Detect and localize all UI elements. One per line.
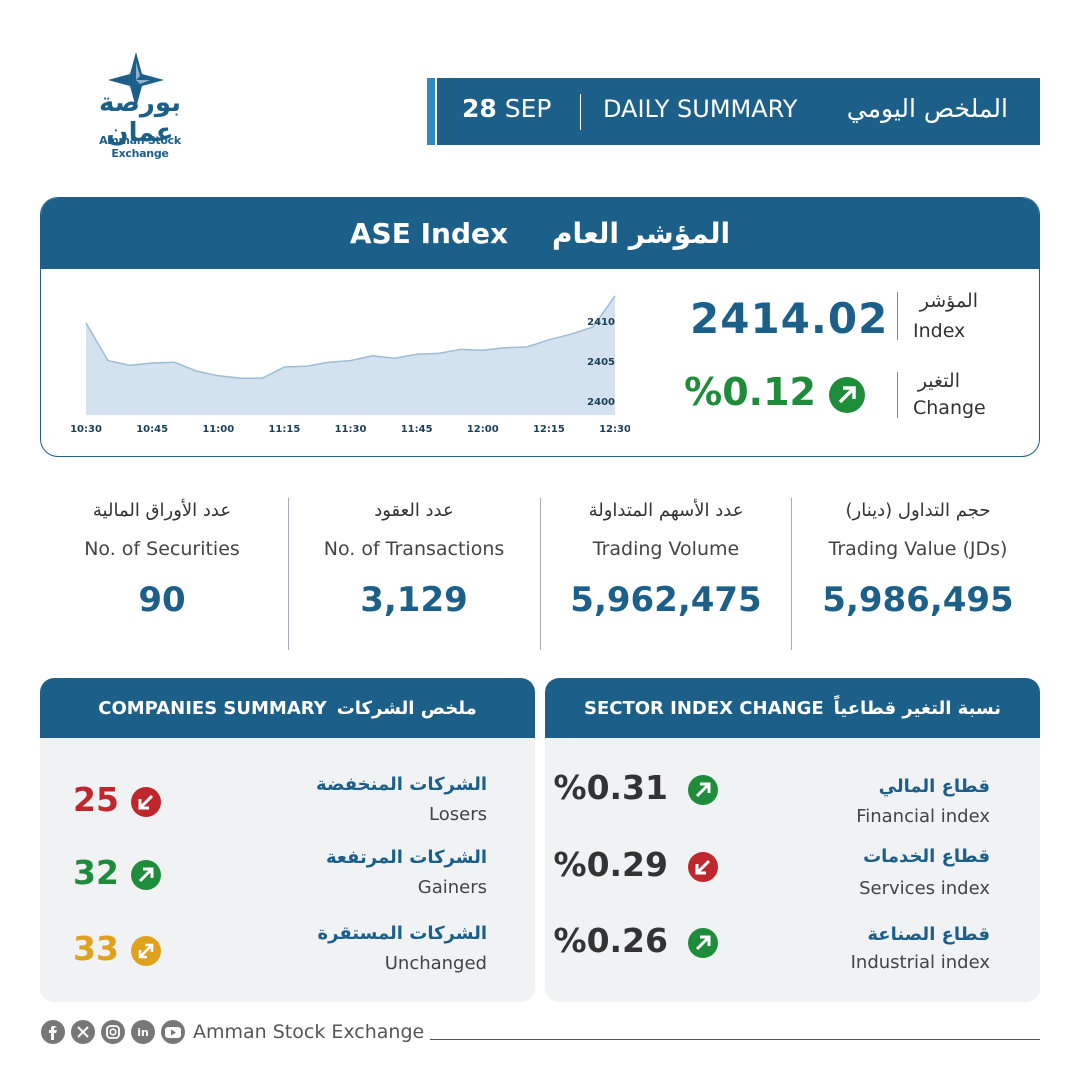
row-value: %0.26	[553, 921, 669, 960]
header-date: 28 SEP	[462, 94, 552, 123]
x-tick-label: 12:15	[533, 424, 565, 435]
header-title-ar: الملخص اليومي	[846, 94, 1008, 123]
divider	[897, 292, 898, 340]
stat-label-ar: عدد الأوراق المالية	[92, 500, 232, 521]
header-bar	[437, 78, 1040, 145]
row-label-ar: قطاع الصناعة	[867, 924, 990, 945]
divider	[540, 498, 541, 650]
row-value: %0.29	[553, 845, 669, 884]
row-value: 25	[73, 780, 119, 819]
stat-value: 3,129	[360, 580, 468, 620]
up-icon	[829, 377, 865, 413]
down-icon	[131, 787, 161, 817]
divider	[897, 372, 898, 418]
change-label-ar: التغير	[917, 370, 960, 392]
companies-card: COMPANIES SUMMARY ملخص الشركات الشركات ا…	[40, 678, 535, 1002]
row-label-en: Industrial index	[850, 952, 990, 973]
header-accent	[427, 78, 435, 145]
footer-line	[430, 1039, 1040, 1040]
stat-label-en: No. of Transactions	[323, 538, 505, 560]
row-label-ar: قطاع المالي	[878, 776, 990, 797]
stat-value: 90	[138, 580, 186, 620]
stat-value: 5,986,495	[822, 580, 1014, 620]
stat-label-en: No. of Securities	[84, 538, 240, 560]
index-title-en: ASE Index	[349, 217, 509, 250]
companies-title-ar: ملخص الشركات	[336, 697, 477, 719]
companies-title-en: COMPANIES SUMMARY	[98, 697, 327, 719]
index-label-en: Index	[913, 320, 966, 342]
stat-label-ar: عدد الأسهم المتداولة	[588, 500, 744, 521]
stat: حجم التداول (دينار) Trading Value (JDs) …	[793, 500, 1043, 620]
row-label-ar: الشركات المنخفضة	[316, 774, 487, 795]
x-tick-label: 10:45	[136, 424, 168, 435]
row-label-ar: الشركات المستقرة	[317, 923, 487, 944]
index-value: 2414.02	[690, 294, 889, 343]
row-label-en: Services index	[859, 878, 990, 899]
stat-value: 5,962,475	[570, 580, 762, 620]
y-tick-label: 2410	[587, 317, 615, 328]
row-label-ar: الشركات المرتفعة	[325, 847, 487, 868]
change-label-en: Change	[913, 397, 986, 419]
header-title-en: DAILY SUMMARY	[603, 95, 798, 123]
x-tick-label: 12:00	[467, 424, 499, 435]
svg-text:in: in	[137, 1026, 149, 1039]
index-card-header: ASE Index المؤشر العام	[41, 198, 1039, 269]
row-label-en: Unchanged	[384, 953, 487, 974]
stat: عدد الأوراق المالية No. of Securities 90	[37, 500, 287, 620]
change-value: %0.12	[684, 370, 816, 414]
header-divider	[580, 94, 581, 130]
index-chart: 2400 2405 2410 10:30 10:45 11:00 11:15 11:30 11:…	[70, 295, 630, 435]
date-month: SEP	[504, 94, 552, 123]
up-icon	[688, 775, 718, 805]
line	[85, 295, 616, 379]
divider	[791, 498, 792, 650]
row-value: 32	[73, 853, 119, 892]
index-label-ar: المؤشر	[919, 290, 978, 312]
x-tick-label: 11:00	[202, 424, 234, 435]
stat-label-ar: عدد العقود	[374, 500, 454, 521]
x-tick-label: 10:30	[70, 424, 102, 435]
sector-title-en: SECTOR INDEX CHANGE	[583, 697, 824, 719]
sector-card: SECTOR INDEX CHANGE نسبة التغير قطاعياً …	[545, 678, 1040, 1002]
index-title-ar: المؤشر العام	[552, 217, 731, 250]
divider	[288, 498, 289, 650]
up-icon	[688, 928, 718, 958]
stat-label-ar: حجم التداول (دينار)	[845, 500, 991, 521]
up-icon	[131, 860, 161, 890]
x-tick-label: 12:30	[599, 424, 630, 435]
row-label-en: Gainers	[417, 877, 487, 898]
logo-arabic: بورصة عمان	[99, 88, 181, 148]
stat-label-en: Trading Volume	[592, 538, 740, 560]
sector-title-ar: نسبة التغير قطاعياً	[833, 697, 1001, 719]
date-day: 28	[462, 94, 497, 123]
social-icons: in	[41, 1020, 185, 1044]
y-tick-label: 2405	[587, 357, 615, 368]
logo-english: Amman Stock Exchange	[99, 134, 181, 160]
stat-label-en: Trading Value (JDs)	[828, 538, 1008, 560]
row-label-en: Financial index	[856, 806, 990, 827]
stat: عدد العقود No. of Transactions 3,129	[289, 500, 539, 620]
row-value: 33	[73, 929, 119, 968]
flat-icon	[131, 936, 161, 966]
down-icon	[688, 852, 718, 882]
row-label-ar: قطاع الخدمات	[863, 846, 990, 867]
logo-mark	[108, 52, 164, 108]
x-tick-label: 11:30	[335, 424, 367, 435]
row-label-en: Losers	[429, 804, 487, 825]
index-card: ASE Index المؤشر العام	[40, 197, 1040, 457]
x-tick-label: 11:45	[401, 424, 433, 435]
footer-text: Amman Stock Exchange	[193, 1021, 425, 1043]
card-header: SECTOR INDEX CHANGE نسبة التغير قطاعياً	[545, 678, 1040, 738]
stat: عدد الأسهم المتداولة Trading Volume 5,96…	[541, 500, 791, 620]
x-tick-label: 11:15	[268, 424, 300, 435]
card-header: COMPANIES SUMMARY ملخص الشركات	[40, 678, 535, 738]
y-tick-label: 2400	[587, 397, 615, 408]
row-value: %0.31	[553, 768, 669, 807]
area	[86, 295, 615, 415]
